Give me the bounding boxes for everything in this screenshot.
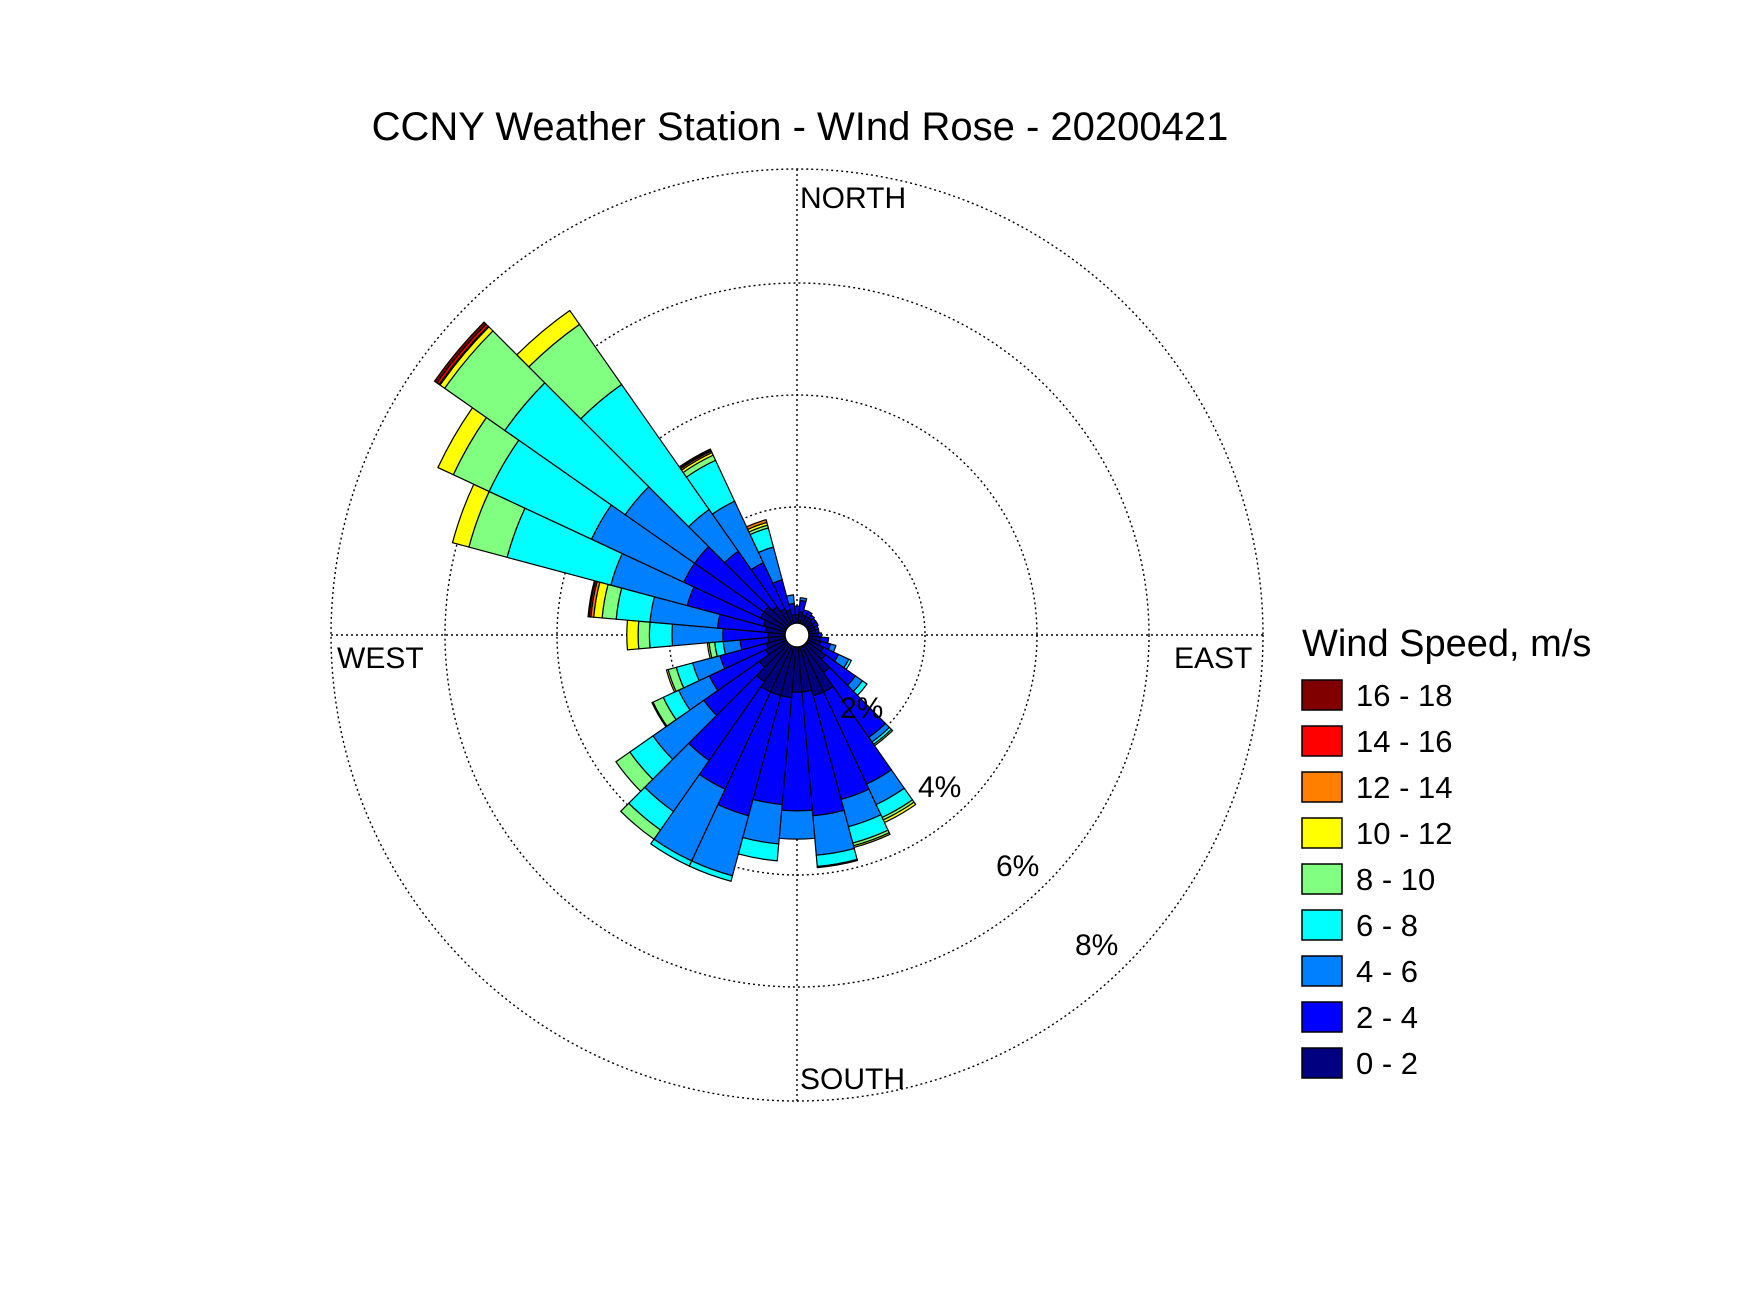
petal-dir10-bin2 xyxy=(799,597,808,603)
legend-swatch-3 xyxy=(1301,817,1343,849)
wind-rose-petals xyxy=(433,309,917,882)
ring-label-6pct: 6% xyxy=(996,850,1039,883)
legend-swatch-0 xyxy=(1301,679,1343,711)
petal-dir240-bin5 xyxy=(651,701,668,728)
grid-ring-6 xyxy=(444,282,1150,988)
petal-dir320-bin5 xyxy=(515,309,581,368)
petal-dir270-bin5 xyxy=(626,619,640,651)
petal-dir270-bin4 xyxy=(637,620,651,650)
petal-dir210-bin3 xyxy=(649,838,693,867)
petal-dir330-bin8 xyxy=(678,448,712,469)
legend-swatch-8 xyxy=(1301,1047,1343,1079)
west-label: WEST xyxy=(337,642,424,675)
petal-dir340-bin6 xyxy=(745,518,768,531)
legend-label-3: 10 - 12 xyxy=(1356,816,1453,851)
petal-dir250-bin5 xyxy=(665,668,677,693)
legend-label-6: 4 - 6 xyxy=(1356,954,1418,989)
legend-swatch-4 xyxy=(1301,863,1343,895)
legend-label-2: 12 - 14 xyxy=(1356,770,1453,805)
ring-label-8pct: 8% xyxy=(1075,929,1118,962)
legend-label-1: 14 - 16 xyxy=(1356,724,1453,759)
ring-label-2pct: 2% xyxy=(840,692,883,725)
legend: Wind Speed, m/s 16 - 18 14 - 16 12 - 14 10 … xyxy=(1301,623,1591,1081)
center-hub xyxy=(784,622,810,648)
petal-dir230-bin4 xyxy=(615,751,654,793)
legend-label-8: 0 - 2 xyxy=(1356,1046,1418,1081)
east-label: EAST xyxy=(1174,642,1252,675)
legend-swatch-1 xyxy=(1301,725,1343,757)
petal-dir350-bin2 xyxy=(785,594,795,606)
legend-title: Wind Speed, m/s xyxy=(1302,623,1591,665)
petal-dir310-bin8 xyxy=(433,321,487,384)
ring-label-4pct: 4% xyxy=(918,771,961,804)
legend-label-0: 16 - 18 xyxy=(1356,678,1453,713)
south-label: SOUTH xyxy=(800,1063,905,1096)
petal-dir170-bin4 xyxy=(816,858,859,869)
legend-swatch-2 xyxy=(1301,771,1343,803)
petal-dir30-bin1 xyxy=(804,610,813,620)
north-label: NORTH xyxy=(800,182,906,215)
legend-label-5: 6 - 8 xyxy=(1356,908,1418,943)
petal-dir40-bin1 xyxy=(807,614,816,622)
legend-label-7: 2 - 4 xyxy=(1356,1000,1418,1035)
legend-label-4: 8 - 10 xyxy=(1356,862,1435,897)
legend-swatch-6 xyxy=(1301,955,1343,987)
petal-dir220-bin4 xyxy=(619,802,662,841)
legend-swatch-5 xyxy=(1301,909,1343,941)
petal-dir270-bin3 xyxy=(648,621,674,649)
petal-dir180-bin2 xyxy=(778,809,816,840)
legend-swatch-7 xyxy=(1301,1001,1343,1033)
chart-title: CCNY Weather Station - WInd Rose - 20200… xyxy=(372,105,1229,149)
